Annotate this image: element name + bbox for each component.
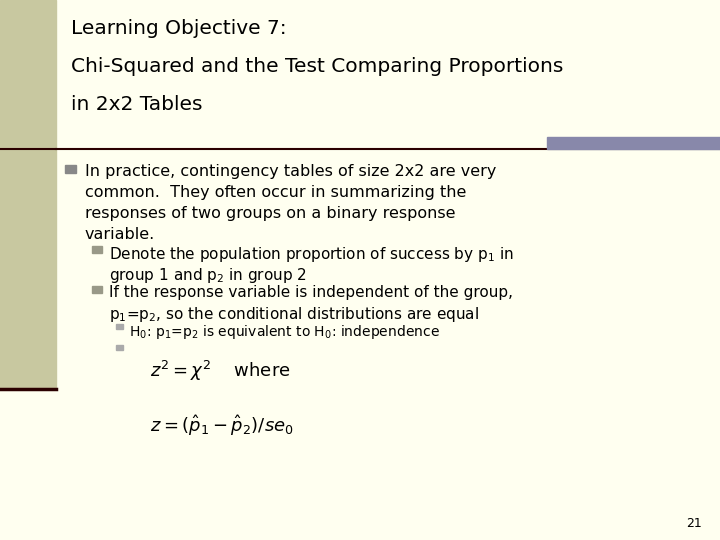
Bar <box>92 246 102 253</box>
Text: 21: 21 <box>686 517 702 530</box>
Text: $z = (\hat{p}_1 - \hat{p}_2)/se_0$: $z = (\hat{p}_1 - \hat{p}_2)/se_0$ <box>150 413 294 438</box>
Text: In practice, contingency tables of size 2x2 are very: In practice, contingency tables of size … <box>85 164 496 179</box>
Text: variable.: variable. <box>85 227 156 242</box>
Text: Denote the population proportion of success by p$_1$ in: Denote the population proportion of succ… <box>109 245 513 264</box>
Text: H$_0$: p$_1$=p$_2$ is equivalent to H$_0$: independence: H$_0$: p$_1$=p$_2$ is equivalent to H$_0… <box>129 323 440 341</box>
Bar <box>116 345 123 350</box>
Bar <box>547 137 720 148</box>
Text: If the response variable is independent of the group,: If the response variable is independent … <box>109 285 513 300</box>
Text: Chi-Squared and the Test Comparing Proportions: Chi-Squared and the Test Comparing Propo… <box>71 57 563 76</box>
Text: Learning Objective 7:: Learning Objective 7: <box>71 19 286 38</box>
Bar <box>0 0 56 389</box>
Text: common.  They often occur in summarizing the: common. They often occur in summarizing … <box>85 185 467 200</box>
Bar <box>65 165 76 173</box>
Text: group 1 and p$_2$ in group 2: group 1 and p$_2$ in group 2 <box>109 266 307 285</box>
Text: responses of two groups on a binary response: responses of two groups on a binary resp… <box>85 206 456 221</box>
Bar <box>116 324 123 329</box>
Text: in 2x2 Tables: in 2x2 Tables <box>71 94 202 113</box>
Bar <box>92 286 102 293</box>
Text: p$_1$=p$_2$, so the conditional distributions are equal: p$_1$=p$_2$, so the conditional distribu… <box>109 305 479 324</box>
Text: $z^2 = \chi^2$    where: $z^2 = \chi^2$ where <box>150 359 291 383</box>
